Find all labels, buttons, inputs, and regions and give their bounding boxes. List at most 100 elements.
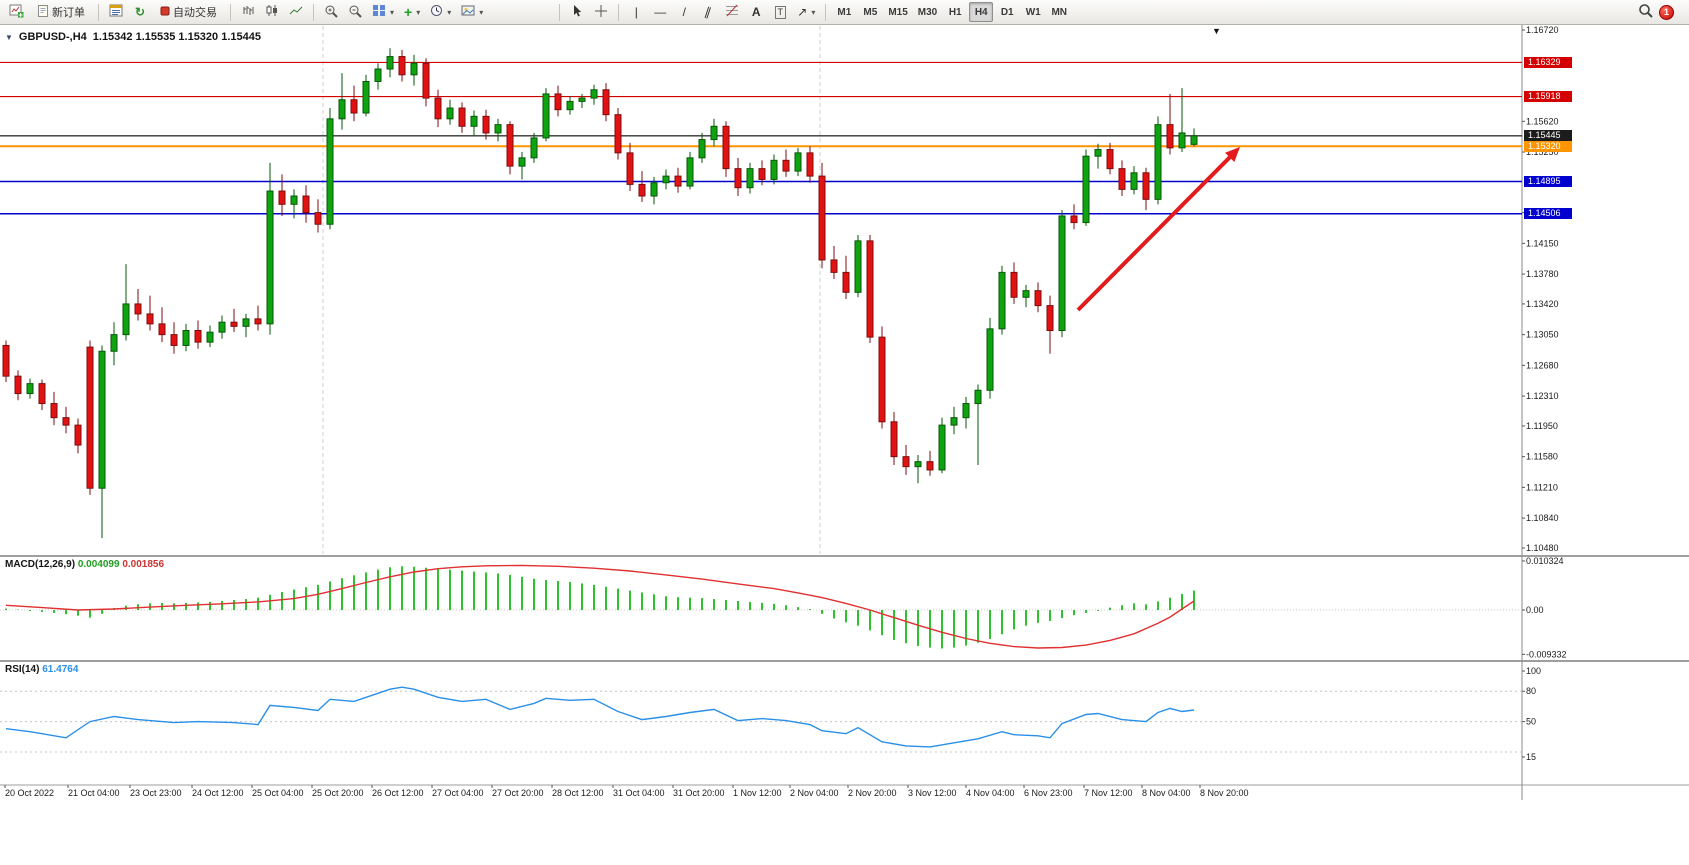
svg-text:15: 15 bbox=[1526, 752, 1536, 762]
svg-text:1.10840: 1.10840 bbox=[1526, 513, 1559, 523]
navigator-icon: ↻ bbox=[134, 5, 146, 19]
navigator-button[interactable]: ↻ bbox=[129, 2, 151, 22]
tile-windows-icon bbox=[372, 4, 386, 20]
chevron-down-icon: ▾ bbox=[447, 7, 452, 17]
channel-tool-button[interactable]: ∥ bbox=[697, 2, 719, 22]
timeframe-label: D1 bbox=[1000, 6, 1014, 18]
svg-text:7 Nov 12:00: 7 Nov 12:00 bbox=[1084, 788, 1133, 798]
macd-label: MACD(12,26,9) 0.004099 0.001856 bbox=[5, 559, 164, 570]
timeframe-w1-button[interactable]: W1 bbox=[1021, 2, 1045, 22]
svg-text:1.11950: 1.11950 bbox=[1526, 421, 1558, 431]
templates-button[interactable]: ▾ bbox=[457, 2, 487, 22]
timeframe-label: H4 bbox=[974, 6, 988, 18]
price-badge: 1.14895 bbox=[1524, 175, 1572, 187]
crosshair-tool-button[interactable] bbox=[590, 2, 612, 22]
tile-windows-button[interactable]: ▾ bbox=[368, 2, 398, 22]
periods-button[interactable]: ▾ bbox=[426, 2, 455, 22]
macd-name: MACD(12,26,9) bbox=[5, 559, 76, 570]
notification-badge[interactable]: 1 bbox=[1659, 4, 1674, 20]
toolbar-separator bbox=[825, 3, 827, 21]
timeframe-m30-button[interactable]: M30 bbox=[914, 2, 941, 22]
chart-canvas[interactable]: 1.167201.156201.152501.145201.141501.137… bbox=[0, 0, 1689, 800]
zoom-out-button[interactable] bbox=[344, 2, 366, 22]
candlestick-mode-button[interactable] bbox=[261, 2, 283, 22]
toolbar: 新订单 ↻ 自动交易 ▾ bbox=[0, 0, 1689, 25]
svg-text:100: 100 bbox=[1526, 666, 1541, 676]
line-chart-icon bbox=[289, 4, 303, 20]
timeframe-d1-button[interactable]: D1 bbox=[995, 2, 1019, 22]
svg-text:26 Oct 12:00: 26 Oct 12:00 bbox=[372, 788, 424, 798]
indicators-button[interactable]: + ▾ bbox=[400, 2, 424, 22]
svg-text:1.12680: 1.12680 bbox=[1526, 360, 1559, 370]
bar-chart-mode-button[interactable] bbox=[237, 2, 259, 22]
trendline-tool-button[interactable]: / bbox=[673, 2, 695, 22]
order-doc-icon bbox=[37, 4, 49, 21]
timeframe-h4-button[interactable]: H4 bbox=[969, 2, 994, 22]
cursor-tool-button[interactable] bbox=[566, 2, 588, 22]
timeframe-m5-button[interactable]: M5 bbox=[858, 2, 882, 22]
svg-text:21 Oct 04:00: 21 Oct 04:00 bbox=[68, 788, 120, 798]
chevron-down-icon: ▾ bbox=[479, 7, 484, 17]
symbol-period-label: GBPUSD-,H4 bbox=[18, 31, 87, 43]
new-order-label: 新订单 bbox=[52, 7, 85, 19]
trendline-icon: / bbox=[682, 5, 686, 19]
arrows-tool-button[interactable]: ↗ ▾ bbox=[793, 2, 819, 22]
chart-shift-marker-icon[interactable]: ▼ bbox=[1212, 26, 1221, 36]
svg-text:8 Nov 04:00: 8 Nov 04:00 bbox=[1142, 788, 1191, 798]
arrows-tool-icon: ↗ bbox=[797, 5, 808, 19]
svg-text:1.10480: 1.10480 bbox=[1526, 543, 1559, 553]
svg-text:2 Nov 20:00: 2 Nov 20:00 bbox=[848, 788, 897, 798]
timeframe-mn-button[interactable]: MN bbox=[1047, 2, 1071, 22]
candlestick-icon bbox=[265, 4, 279, 20]
timeframe-m1-button[interactable]: M1 bbox=[832, 2, 856, 22]
fibonacci-tool-button[interactable] bbox=[721, 2, 743, 22]
chart-title: ▼ GBPUSD-,H4 1.15342 1.15535 1.15320 1.1… bbox=[5, 31, 261, 43]
market-watch-button[interactable] bbox=[105, 2, 127, 22]
svg-text:2 Nov 04:00: 2 Nov 04:00 bbox=[790, 788, 839, 798]
text-label-tool-button[interactable]: T bbox=[769, 2, 791, 22]
auto-trading-button[interactable]: 自动交易 bbox=[153, 2, 224, 22]
vertical-line-tool-button[interactable]: | bbox=[625, 2, 647, 22]
rsi-label: RSI(14) 61.4764 bbox=[5, 664, 78, 675]
crosshair-icon bbox=[594, 4, 608, 21]
svg-text:0.00: 0.00 bbox=[1526, 605, 1544, 615]
rsi-value: 61.4764 bbox=[42, 664, 79, 675]
channel-icon: ∥ bbox=[703, 4, 714, 20]
auto-trading-icon bbox=[160, 6, 170, 19]
line-chart-mode-button[interactable] bbox=[285, 2, 307, 22]
toolbar-separator bbox=[98, 3, 99, 21]
text-tool-icon: A bbox=[751, 5, 761, 19]
text-label-icon: T bbox=[774, 5, 786, 19]
timeframe-m15-button[interactable]: M15 bbox=[884, 2, 911, 22]
horizontal-line-tool-button[interactable]: — bbox=[649, 2, 671, 22]
price-badge: 1.15918 bbox=[1524, 91, 1572, 103]
svg-text:50: 50 bbox=[1526, 717, 1536, 727]
timeframe-h1-button[interactable]: H1 bbox=[943, 2, 967, 22]
macd-main-value: 0.004099 bbox=[77, 559, 120, 570]
new-chart-icon bbox=[9, 4, 24, 21]
search-button[interactable] bbox=[1634, 2, 1657, 22]
svg-text:1.11580: 1.11580 bbox=[1526, 452, 1558, 462]
svg-text:-0.009332: -0.009332 bbox=[1526, 649, 1567, 659]
timeframe-label: MN bbox=[1051, 6, 1068, 18]
cursor-icon bbox=[571, 4, 583, 21]
macd-signal-value: 0.001856 bbox=[122, 559, 165, 570]
zoom-in-button[interactable] bbox=[320, 2, 342, 22]
fibonacci-icon bbox=[725, 4, 739, 20]
svg-text:27 Oct 20:00: 27 Oct 20:00 bbox=[492, 788, 544, 798]
new-chart-button[interactable] bbox=[5, 2, 28, 22]
text-tool-button[interactable]: A bbox=[745, 2, 767, 22]
new-order-button[interactable]: 新订单 bbox=[30, 2, 92, 22]
chevron-down-icon: ▾ bbox=[416, 7, 421, 17]
auto-trading-label: 自动交易 bbox=[173, 7, 217, 19]
svg-text:1.13050: 1.13050 bbox=[1526, 330, 1559, 340]
notification-count: 1 bbox=[1663, 7, 1669, 17]
bar-chart-icon bbox=[241, 4, 255, 20]
chevron-down-icon: ▾ bbox=[811, 7, 816, 17]
one-click-trading-arrow-icon[interactable]: ▼ bbox=[5, 32, 13, 42]
svg-text:1.15620: 1.15620 bbox=[1526, 116, 1559, 126]
horizontal-line-icon: — bbox=[654, 5, 667, 19]
market-watch-icon bbox=[109, 4, 123, 20]
zoom-out-icon bbox=[348, 4, 362, 21]
